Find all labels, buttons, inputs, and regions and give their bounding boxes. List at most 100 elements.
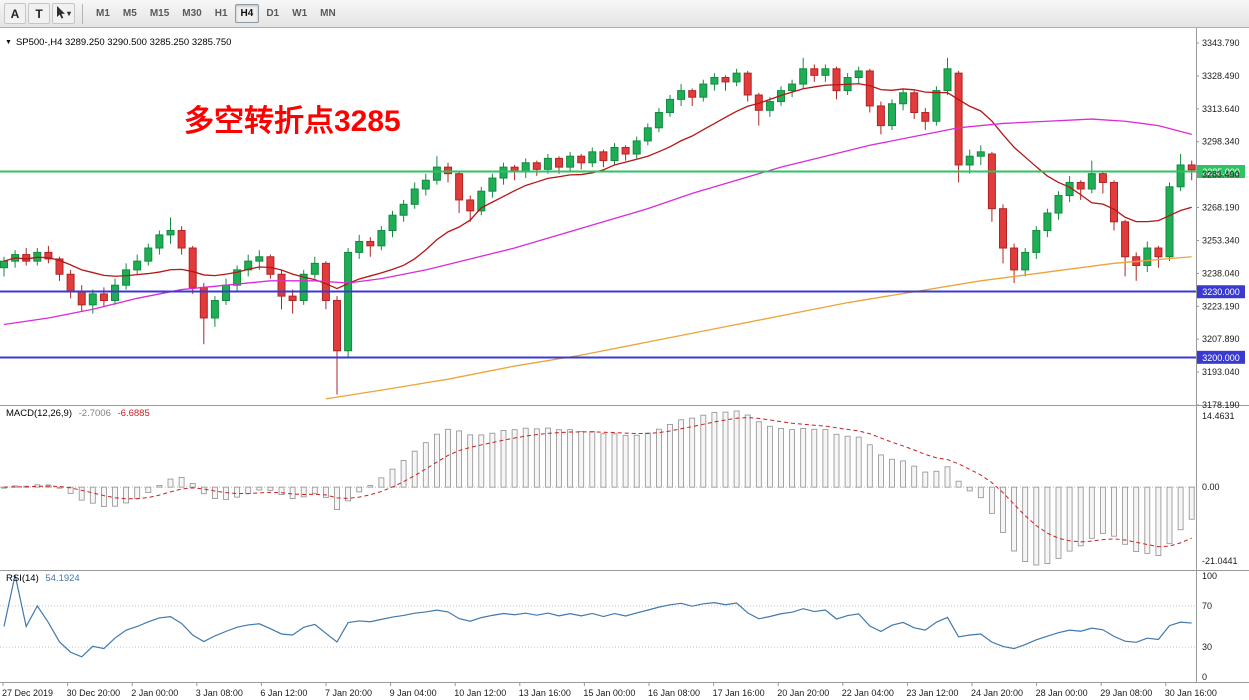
macd-histogram-bar <box>778 428 784 488</box>
candle <box>111 284 119 301</box>
price-scale-label: 3283.490 <box>1202 170 1240 180</box>
candle <box>432 166 441 181</box>
time-axis-label: 30 Dec 20:00 <box>67 688 121 698</box>
candle <box>1121 221 1130 258</box>
candle <box>177 230 186 249</box>
price-tag-3200.000: 3200.000 <box>1197 350 1245 364</box>
macd-histogram-bar <box>445 428 451 488</box>
macd-histogram-bar <box>467 434 474 488</box>
candle <box>1076 181 1085 190</box>
macd-histogram-bar <box>156 485 163 488</box>
macd-histogram-bar <box>1144 486 1151 554</box>
macd-histogram-bar <box>1155 486 1162 556</box>
candle <box>521 162 530 173</box>
candle <box>954 72 963 166</box>
candle <box>299 273 308 301</box>
cursor-dropdown-button[interactable]: ▾ <box>52 3 76 24</box>
macd-histogram-bar <box>289 486 296 500</box>
macd-histogram-bar <box>200 486 207 495</box>
macd-histogram-bar <box>511 429 518 488</box>
candle <box>632 140 641 155</box>
candle <box>466 199 475 212</box>
candle <box>421 179 430 190</box>
macd-histogram-bar <box>800 427 807 488</box>
candle <box>677 90 686 100</box>
timeframe-button-w1[interactable]: W1 <box>286 4 313 23</box>
timeframe-button-mn[interactable]: MN <box>314 4 342 23</box>
time-axis-label: 3 Jan 08:00 <box>196 688 243 698</box>
candle <box>344 251 353 352</box>
macd-histogram-bar <box>101 486 107 507</box>
macd-histogram-bar <box>378 477 385 488</box>
timeframe-button-m15[interactable]: M15 <box>144 4 175 23</box>
macd-histogram-bar <box>89 486 96 504</box>
macd-scale-bottom: -21.0441 <box>1202 556 1238 566</box>
rsi-name: RSI(14) <box>6 573 39 584</box>
macd-histogram-bar <box>1188 486 1195 520</box>
macd-histogram-bar <box>700 414 707 488</box>
candle <box>1032 230 1041 253</box>
candle <box>210 299 219 319</box>
macd-histogram-bar <box>389 468 396 488</box>
macd-histogram-bar <box>855 436 862 488</box>
candle <box>99 293 108 301</box>
candle <box>1176 164 1185 188</box>
candle <box>0 260 8 269</box>
timeframe-button-m30[interactable]: M30 <box>176 4 207 23</box>
timeframe-button-h1[interactable]: H1 <box>209 4 234 23</box>
macd-histogram-bar <box>600 433 607 488</box>
timeframe-button-m1[interactable]: M1 <box>90 4 116 23</box>
candle <box>333 299 341 352</box>
time-axis-label: 27 Dec 2019 <box>2 688 53 698</box>
macd-histogram-bar <box>733 410 740 488</box>
text-tool-button[interactable]: A <box>4 3 26 24</box>
macd-histogram-bar <box>622 435 629 488</box>
macd-histogram-bar <box>922 471 929 488</box>
time-axis: 27 Dec 2019 30 Dec 20:00 2 Jan 00:00 3 Jan … <box>2 682 1217 698</box>
price-scale-label: 3207.890 <box>1202 334 1240 344</box>
candle <box>799 68 808 85</box>
candle <box>732 72 741 83</box>
timeframe-button-d1[interactable]: D1 <box>260 4 285 23</box>
timeframe-button-h4[interactable]: H4 <box>234 4 260 23</box>
chart-annotation[interactable]: 多空转折点3285 <box>184 105 401 138</box>
macd-label: MACD(12,26,9) -2.7006 -6.6885 <box>6 408 150 419</box>
candle <box>987 153 996 210</box>
macd-histogram-bar <box>755 421 762 488</box>
timeframe-button-m5[interactable]: M5 <box>117 4 143 23</box>
macd-histogram-bar <box>611 433 618 488</box>
candle <box>921 111 930 122</box>
candle <box>555 157 563 168</box>
macd-histogram-bar <box>944 466 951 488</box>
candle <box>1143 247 1152 267</box>
ma-slow-line <box>325 256 1192 400</box>
candle <box>943 68 952 92</box>
candle <box>410 188 419 205</box>
macd-histogram-bar <box>1044 486 1051 564</box>
macd-histogram-bar <box>722 411 729 488</box>
candle <box>810 68 819 76</box>
type-tool-button[interactable]: T <box>28 3 50 24</box>
time-axis-label: 9 Jan 04:00 <box>390 688 437 698</box>
chart-window: 3285.000 3230.000 3200.000 3343.790 3328.490… <box>0 28 1249 700</box>
candle <box>932 90 941 122</box>
time-axis-label: 13 Jan 16:00 <box>519 688 571 698</box>
candle <box>44 251 53 260</box>
chart-title-text: SP500-,H4 3289.250 3290.500 3285.250 328… <box>15 37 232 48</box>
candle <box>610 146 619 162</box>
macd-histogram-bar <box>1166 486 1173 545</box>
macd-histogram-bar <box>56 486 63 489</box>
candle <box>255 256 264 262</box>
candle <box>88 293 97 306</box>
macd-histogram-bar <box>1055 486 1062 559</box>
candle <box>66 273 75 293</box>
candle <box>699 83 708 98</box>
chart-canvas[interactable]: 3285.000 3230.000 3200.000 3343.790 3328.490… <box>0 28 1249 700</box>
macd-scale-top: 14.4631 <box>1202 411 1235 421</box>
macd-scale-zero: 0.00 <box>1202 482 1220 492</box>
macd-histogram-bar <box>844 435 851 488</box>
macd-histogram-bar <box>1077 486 1084 547</box>
macd-main-value: -2.7006 <box>78 408 111 419</box>
macd-histogram-bar <box>245 486 252 495</box>
time-axis-label: 10 Jan 12:00 <box>454 688 506 698</box>
